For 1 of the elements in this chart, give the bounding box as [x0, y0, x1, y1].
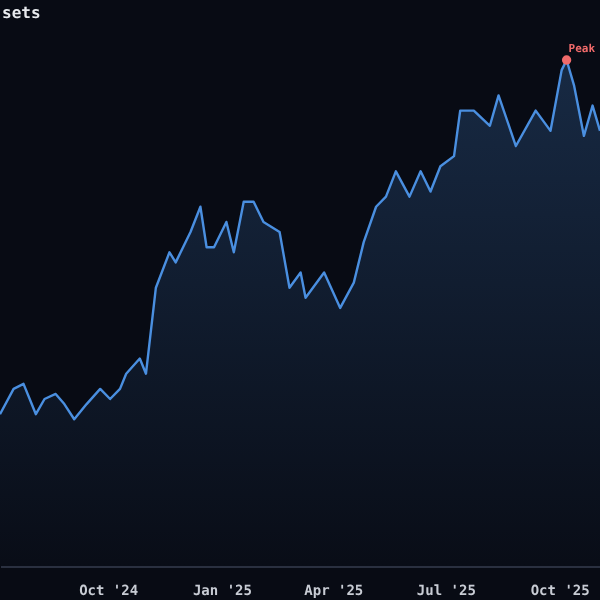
chart-title: sets: [2, 4, 41, 22]
